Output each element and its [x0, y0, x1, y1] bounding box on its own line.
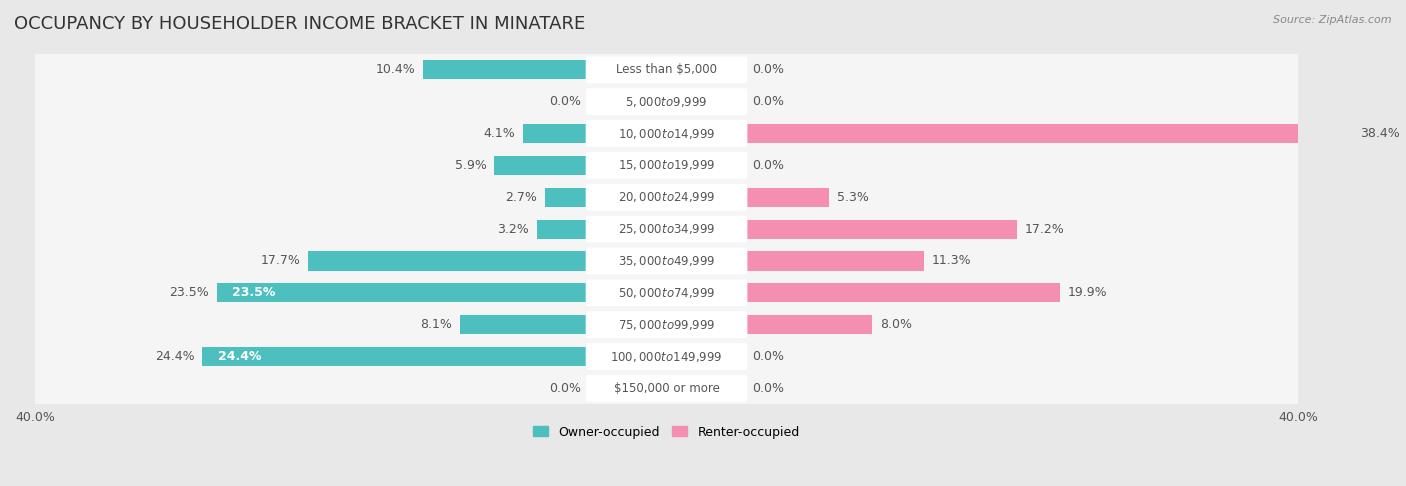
Text: 8.1%: 8.1%	[420, 318, 451, 331]
Text: Less than $5,000: Less than $5,000	[616, 63, 717, 76]
Text: $15,000 to $19,999: $15,000 to $19,999	[617, 158, 716, 173]
Text: 4.1%: 4.1%	[484, 127, 515, 140]
FancyBboxPatch shape	[32, 243, 1301, 279]
Bar	[217, 283, 588, 302]
FancyBboxPatch shape	[586, 375, 748, 402]
Bar	[745, 124, 1351, 143]
Text: 11.3%: 11.3%	[932, 255, 972, 267]
FancyBboxPatch shape	[32, 370, 1301, 406]
Bar	[523, 124, 588, 143]
FancyBboxPatch shape	[32, 338, 1301, 375]
FancyBboxPatch shape	[32, 307, 1301, 343]
Text: Source: ZipAtlas.com: Source: ZipAtlas.com	[1274, 15, 1392, 25]
Text: 3.2%: 3.2%	[498, 223, 529, 236]
FancyBboxPatch shape	[586, 88, 748, 115]
FancyBboxPatch shape	[586, 279, 748, 306]
Text: 23.5%: 23.5%	[232, 286, 276, 299]
Bar	[308, 251, 588, 271]
FancyBboxPatch shape	[32, 84, 1301, 120]
Text: 0.0%: 0.0%	[752, 382, 783, 395]
Bar	[537, 220, 588, 239]
FancyBboxPatch shape	[586, 343, 748, 370]
Bar	[546, 188, 588, 207]
Text: 38.4%: 38.4%	[1360, 127, 1399, 140]
Text: $100,000 to $149,999: $100,000 to $149,999	[610, 349, 723, 364]
Text: $5,000 to $9,999: $5,000 to $9,999	[626, 95, 707, 109]
Text: 0.0%: 0.0%	[752, 95, 783, 108]
FancyBboxPatch shape	[32, 52, 1301, 88]
Text: $35,000 to $49,999: $35,000 to $49,999	[617, 254, 716, 268]
FancyBboxPatch shape	[586, 247, 748, 274]
Bar	[460, 315, 588, 334]
Text: 8.0%: 8.0%	[880, 318, 911, 331]
Bar	[745, 251, 924, 271]
Text: 19.9%: 19.9%	[1067, 286, 1107, 299]
Text: $75,000 to $99,999: $75,000 to $99,999	[617, 318, 716, 331]
Text: $150,000 or more: $150,000 or more	[613, 382, 720, 395]
Text: 0.0%: 0.0%	[752, 159, 783, 172]
Text: $50,000 to $74,999: $50,000 to $74,999	[617, 286, 716, 300]
Text: 0.0%: 0.0%	[550, 382, 581, 395]
FancyBboxPatch shape	[586, 56, 748, 83]
Bar	[202, 347, 588, 366]
Text: $10,000 to $14,999: $10,000 to $14,999	[617, 126, 716, 140]
Text: 24.4%: 24.4%	[155, 350, 194, 363]
FancyBboxPatch shape	[32, 275, 1301, 311]
Text: 0.0%: 0.0%	[550, 95, 581, 108]
FancyBboxPatch shape	[32, 147, 1301, 184]
Bar	[745, 315, 872, 334]
Text: 17.2%: 17.2%	[1025, 223, 1064, 236]
Text: $20,000 to $24,999: $20,000 to $24,999	[617, 190, 716, 204]
Text: 5.9%: 5.9%	[454, 159, 486, 172]
FancyBboxPatch shape	[32, 179, 1301, 215]
Text: 17.7%: 17.7%	[260, 255, 301, 267]
Text: 0.0%: 0.0%	[752, 63, 783, 76]
FancyBboxPatch shape	[32, 211, 1301, 247]
Bar	[745, 188, 830, 207]
Text: OCCUPANCY BY HOUSEHOLDER INCOME BRACKET IN MINATARE: OCCUPANCY BY HOUSEHOLDER INCOME BRACKET …	[14, 15, 585, 33]
FancyBboxPatch shape	[586, 311, 748, 338]
Text: 0.0%: 0.0%	[752, 350, 783, 363]
Legend: Owner-occupied, Renter-occupied: Owner-occupied, Renter-occupied	[529, 420, 804, 444]
Text: 10.4%: 10.4%	[375, 63, 416, 76]
Bar	[745, 283, 1060, 302]
Text: 5.3%: 5.3%	[837, 191, 869, 204]
Bar	[745, 220, 1017, 239]
Text: 23.5%: 23.5%	[169, 286, 208, 299]
Text: 24.4%: 24.4%	[218, 350, 262, 363]
Text: 2.7%: 2.7%	[505, 191, 537, 204]
Text: $25,000 to $34,999: $25,000 to $34,999	[617, 222, 716, 236]
FancyBboxPatch shape	[586, 184, 748, 210]
FancyBboxPatch shape	[586, 216, 748, 243]
Bar	[495, 156, 588, 175]
FancyBboxPatch shape	[32, 115, 1301, 152]
FancyBboxPatch shape	[586, 120, 748, 147]
FancyBboxPatch shape	[586, 152, 748, 179]
Bar	[423, 60, 588, 79]
